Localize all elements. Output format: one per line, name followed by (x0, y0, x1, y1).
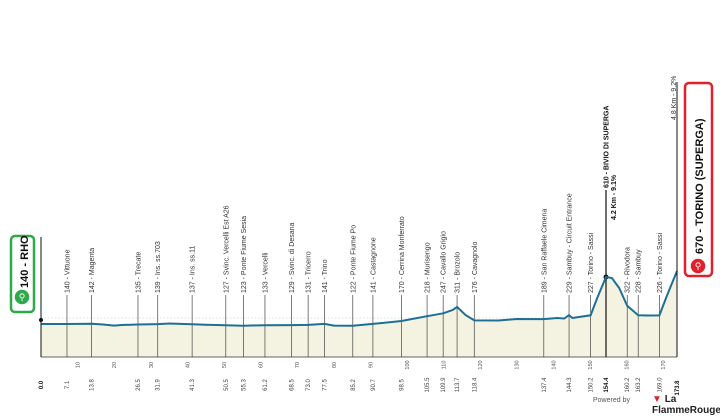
finish-bike-icon (689, 257, 707, 275)
start-badge: 140 - RHO ⚲ (9, 234, 36, 314)
svg-text:⚲: ⚲ (695, 261, 702, 271)
waypoint-distance: 137.4 (542, 377, 548, 393)
km-tick-label: 10 (76, 362, 82, 368)
finish-climb-label: 4.8 Km - 9.2% (671, 76, 678, 120)
waypoint-distance: 68.5 (290, 379, 296, 391)
km-tick-label: 120 (478, 360, 484, 369)
waypoint-distance: 169.0 (657, 377, 663, 393)
waypoint-distance: 50.5 (224, 379, 230, 391)
waypoint-distance: 41.3 (190, 379, 196, 391)
waypoint-label: 247 - Cavallo Grigio (441, 231, 448, 293)
profile-area (41, 271, 677, 357)
waypoint-distance: 73.0 (306, 379, 312, 391)
waypoint-label: 176 - Cavagnolo (472, 242, 479, 293)
waypoint-label: 311 - Brozolo (455, 252, 462, 293)
start-bike-icon (13, 288, 31, 306)
powered-by-text: Powered by (593, 397, 630, 404)
waypoint-label: 122 - Ponte Fiume Po (350, 225, 357, 293)
waypoint-label: 127 - Svinc. Vercelli Est A26 (223, 205, 230, 293)
km-tick-label: 150 (588, 360, 594, 369)
waypoint-distance: 7.1 (65, 380, 71, 389)
waypoint-label: 123 - Ponte Fiume Sesia (241, 216, 248, 293)
svg-text:⚲: ⚲ (19, 292, 26, 302)
km-tick-label: 110 (442, 361, 448, 370)
waypoint-label: 322 - Rivodora (625, 247, 632, 293)
km-tick-label: 100 (405, 360, 411, 369)
waypoint-label: 229 - Sambuy - Circuit Entrance (567, 193, 574, 293)
km-tick-label: 90 (368, 362, 374, 368)
waypoint-label: 129 - Svinc. di Desana (289, 222, 296, 293)
flame-icon: ▼ (652, 394, 662, 405)
km-tick-label: 170 (661, 360, 667, 369)
profile-line (41, 270, 678, 327)
waypoint-distance: 150.2 (589, 377, 595, 393)
waypoint-label: 228 - Sambuy (636, 249, 643, 293)
finish-badge: 670 - TORINO (SUPERGA) ⚲ (683, 81, 714, 278)
waypoint-distance: 55.3 (241, 379, 247, 391)
brand-logo: ▼ La FlammeRouge (652, 394, 720, 416)
waypoint-distance: 113.7 (455, 377, 461, 392)
waypoint-label: 141 - Trino (322, 259, 329, 293)
waypoint-distance: 144.3 (567, 377, 573, 393)
km-tick-label: 70 (295, 362, 301, 368)
km-tick-label: 20 (112, 362, 118, 368)
waypoint-label: 218 - Murisengo (425, 242, 432, 293)
waypoint-label: 170 - Cerrina Monferrato (399, 216, 406, 293)
start-label: 140 - RHO (19, 235, 31, 288)
km-tick-label: 80 (332, 362, 338, 368)
waypoint-distance: 163.2 (636, 377, 642, 393)
km-tick-label: 160 (625, 360, 631, 369)
waypoint-climb-label: 4.2 Km - 9.1% (611, 174, 618, 220)
waypoint-label: 135 - Trecate (135, 252, 142, 293)
km-tick-label: 140 (551, 360, 557, 369)
waypoint-distance: 160.2 (625, 377, 631, 393)
waypoint-label: 142 - Magenta (89, 248, 96, 293)
waypoint-label: 227 - Torino - Sassi (588, 232, 595, 293)
waypoint-label: 226 - Torino - Sassi (657, 232, 664, 293)
waypoint-label: 610 - BIVIO DI SUPERGA (604, 106, 611, 188)
waypoint-distance: 105.5 (425, 377, 431, 393)
waypoint-distance: 13.8 (89, 379, 95, 391)
waypoint-distance: 31.9 (156, 379, 162, 391)
waypoint-label: 140 - Vittuone (64, 249, 71, 293)
waypoint-distance: 109.9 (441, 377, 447, 393)
waypoint-distance: 118.4 (472, 377, 478, 392)
start-dot (39, 318, 43, 322)
km-tick-label: 40 (185, 362, 191, 368)
waypoint-distance: 61.2 (263, 379, 269, 391)
km-tick-label: 30 (149, 362, 155, 368)
waypoint-label: 189 - San Raffaele Cimena (541, 209, 548, 293)
km-tick-label: 130 (515, 360, 521, 369)
waypoint-distance: 98.5 (399, 379, 405, 391)
waypoint-label: 139 - Ins. ss.703 (155, 241, 162, 293)
waypoint-distance: 77.5 (323, 379, 329, 391)
waypoint-label: 131 - Tricerro (306, 251, 313, 293)
waypoint-label: 141 - Castagnone (370, 237, 377, 293)
finish-label: 670 - TORINO (SUPERGA) (694, 118, 706, 254)
km-tick-label: 50 (222, 362, 228, 368)
waypoint-distance: 26.5 (136, 379, 142, 391)
waypoint-distance: 90.7 (371, 379, 377, 391)
finish-distance: 173.8 (675, 380, 681, 396)
brand-name: La FlammeRouge (652, 394, 720, 416)
km-tick-label: 60 (259, 362, 265, 368)
waypoint-distance: 154.4 (604, 377, 610, 393)
waypoint-distance: 85.2 (351, 379, 357, 391)
start-distance: 0.0 (39, 380, 45, 389)
waypoint-label: 137 - Ins. ss.11 (190, 246, 197, 293)
waypoint-label: 133 - Vercelli (262, 252, 269, 293)
